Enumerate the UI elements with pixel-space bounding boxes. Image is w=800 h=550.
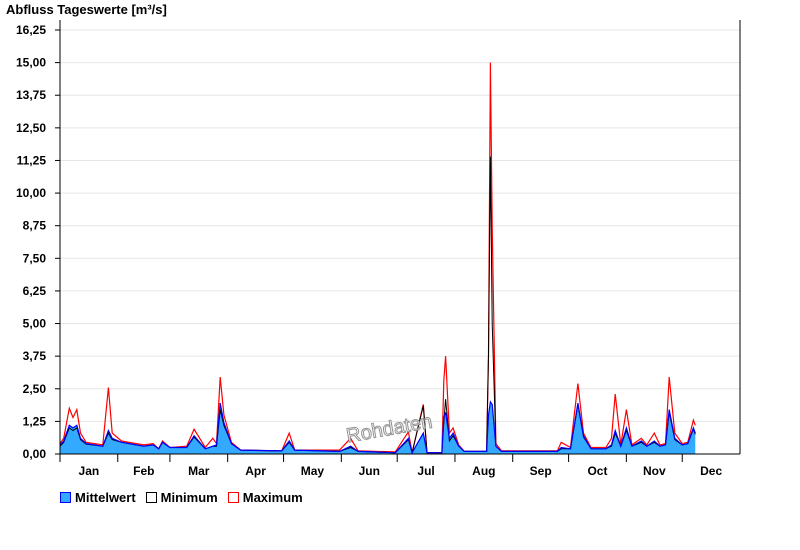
y-tick-label: 12,50 [16, 121, 46, 135]
series-minimum-line [59, 156, 696, 455]
y-tick-label: 11,25 [17, 153, 47, 167]
x-tick-label: Jan [79, 464, 100, 478]
legend-swatch-minimum [145, 492, 157, 503]
legend-item-mittelwert: Mittelwert [60, 490, 136, 505]
x-tick-label: Feb [133, 464, 154, 478]
y-tick-label: 6,25 [23, 284, 47, 298]
legend-label-mittelwert: Mittelwert [75, 490, 136, 505]
y-tick-label: 8,75 [23, 219, 47, 233]
x-tick-label: Nov [643, 464, 666, 478]
y-tick-label: 5,00 [23, 317, 47, 331]
y-tick-label: 10,00 [16, 186, 46, 200]
legend-item-maximum: Maximum [227, 490, 303, 505]
legend-swatch-maximum [227, 492, 239, 503]
legend: Mittelwert Minimum Maximum [60, 490, 303, 505]
x-tick-label: Aug [472, 464, 495, 478]
legend-swatch-mittelwert [60, 492, 71, 503]
x-tick-label: Sep [530, 464, 552, 478]
x-tick-label: Jun [359, 464, 380, 478]
legend-label-maximum: Maximum [242, 490, 303, 505]
series-mittelwert-area [60, 401, 696, 454]
y-tick-label: 0,00 [23, 447, 47, 461]
chart-title: Abfluss Tageswerte [m³/s] [6, 2, 167, 17]
legend-label-minimum: Minimum [160, 490, 218, 505]
x-tick-label: Dec [700, 464, 722, 478]
y-tick-label: 7,50 [23, 251, 47, 265]
y-tick-label: 1,25 [23, 414, 47, 428]
y-tick-label: 15,00 [16, 56, 46, 70]
series-mittelwert-line [59, 400, 696, 455]
x-tick-label: May [301, 464, 325, 478]
x-tick-label: Oct [587, 464, 607, 478]
x-tick-label: Apr [245, 464, 266, 478]
y-tick-label: 3,75 [23, 349, 47, 363]
y-tick-label: 2,50 [23, 382, 47, 396]
series-maximum-line [59, 62, 696, 454]
y-tick-label: 16,25 [16, 23, 46, 37]
y-tick-label: 13,75 [16, 88, 46, 102]
x-tick-label: Mar [188, 464, 210, 478]
legend-item-minimum: Minimum [145, 490, 218, 505]
x-tick-label: Jul [417, 464, 434, 478]
